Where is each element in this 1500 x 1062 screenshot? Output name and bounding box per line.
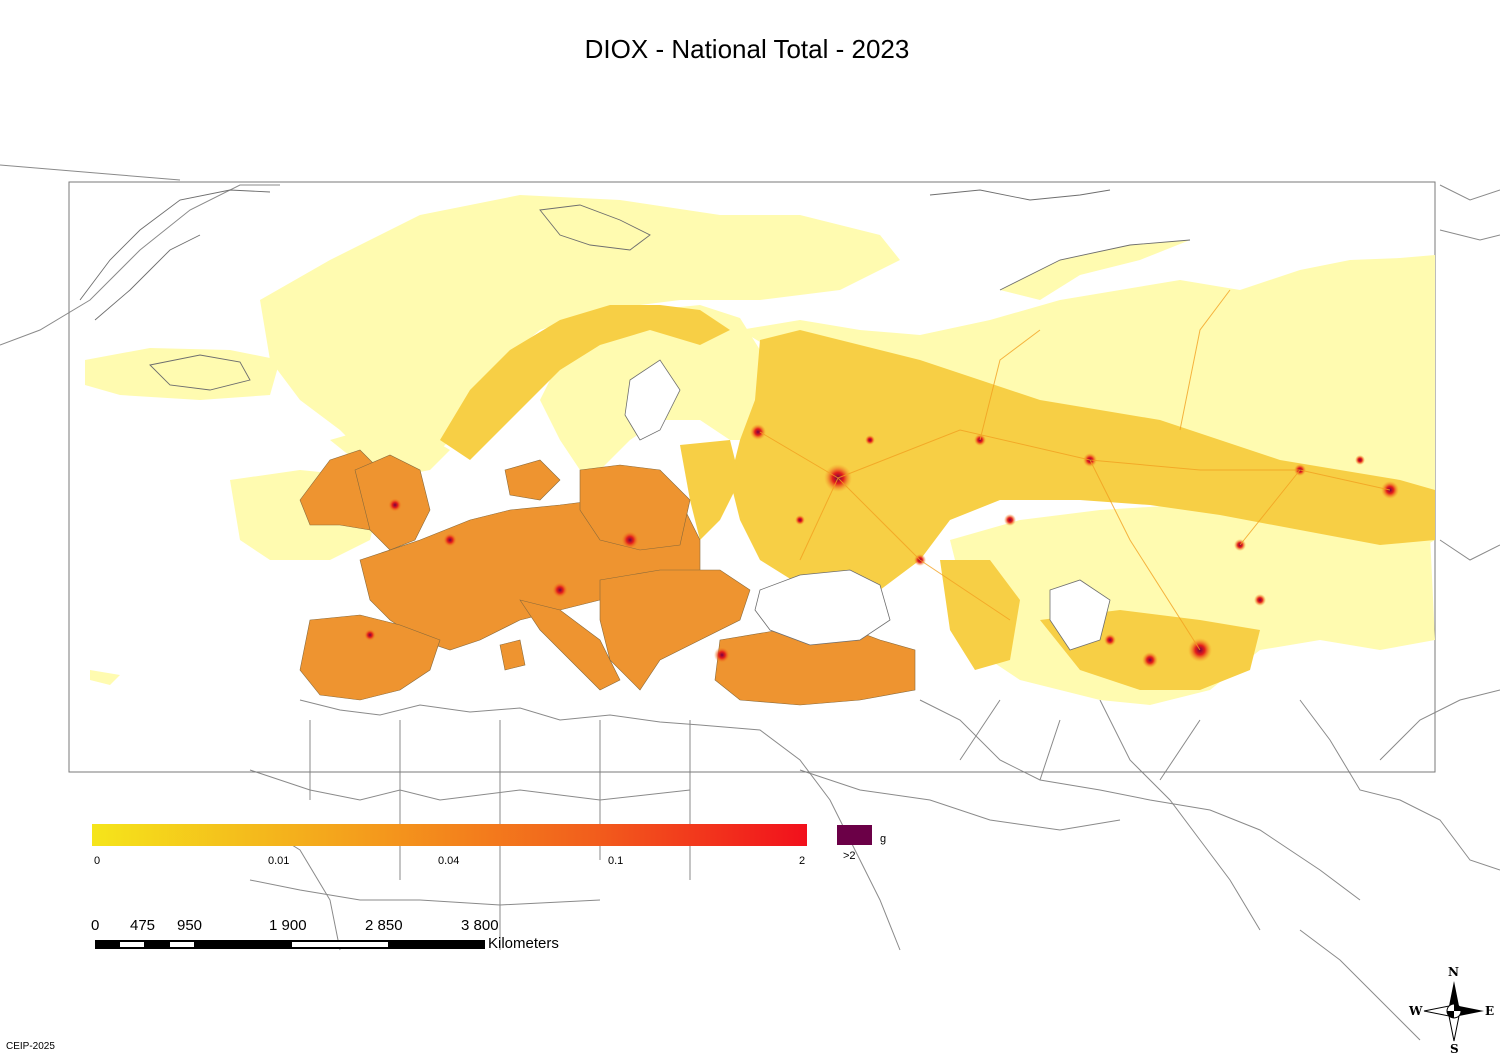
legend-over-swatch bbox=[837, 825, 872, 845]
map-title: DIOX - National Total - 2023 bbox=[584, 34, 910, 64]
legend-tick-3: 0.1 bbox=[608, 855, 624, 867]
seas bbox=[624, 359, 1111, 651]
legend-over-label: >2 bbox=[843, 850, 856, 862]
credit-text: CEIP-2025 bbox=[6, 1041, 55, 1052]
road-network bbox=[759, 289, 1391, 651]
scale-label-3: 1 900 bbox=[269, 917, 307, 934]
emission-mid-layer bbox=[440, 305, 1435, 690]
scale-label-4: 2 850 bbox=[365, 917, 403, 934]
legend-tick-4: 2 bbox=[799, 855, 806, 867]
compass-rose-icon bbox=[1423, 981, 1484, 1042]
legend-unit: g bbox=[880, 833, 887, 845]
scale-bar-graphic bbox=[95, 940, 485, 949]
compass-north: N bbox=[1448, 965, 1459, 979]
legend-tick-2: 0.04 bbox=[438, 855, 460, 867]
scale-unit: Kilometers bbox=[488, 935, 559, 952]
scale-label-5: 3 800 bbox=[461, 917, 499, 934]
scale-label-1: 475 bbox=[130, 917, 156, 934]
scale-label-0: 0 bbox=[91, 917, 100, 934]
legend-tick-0: 0 bbox=[94, 855, 101, 867]
compass-east: E bbox=[1485, 1004, 1495, 1018]
compass-west: W bbox=[1409, 1004, 1423, 1018]
legend-gradient-bar bbox=[92, 824, 807, 846]
arctic-outlines bbox=[79, 189, 1191, 391]
scale-label-2: 950 bbox=[177, 917, 203, 934]
legend-tick-1: 0.01 bbox=[268, 855, 290, 867]
compass-south: S bbox=[1450, 1042, 1459, 1056]
